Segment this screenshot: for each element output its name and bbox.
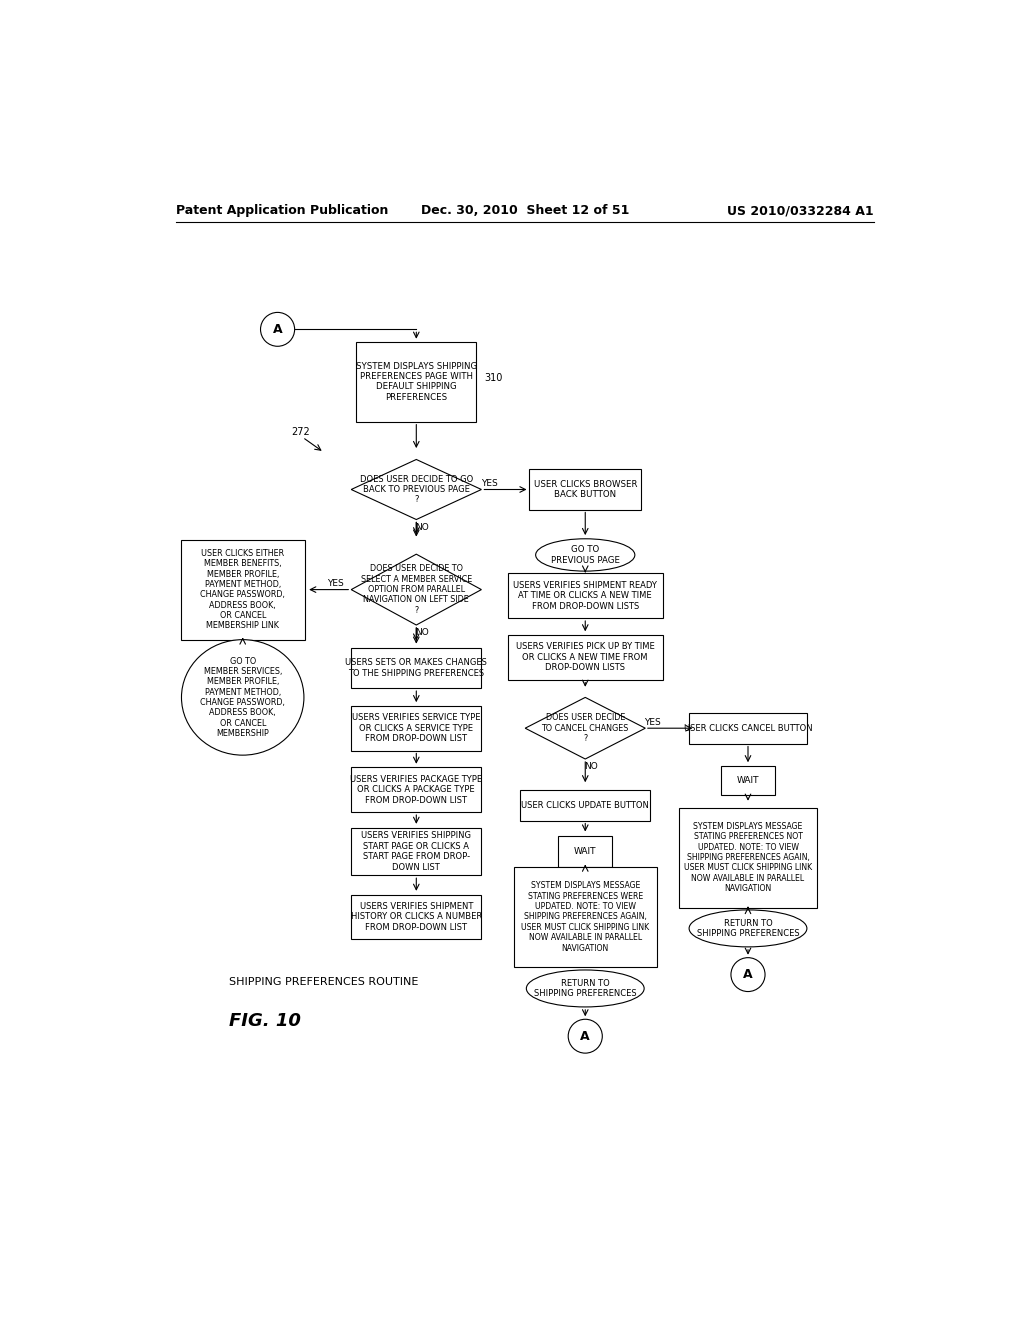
Text: GO TO
MEMBER SERVICES,
MEMBER PROFILE,
PAYMENT METHOD,
CHANGE PASSWORD,
ADDRESS : GO TO MEMBER SERVICES, MEMBER PROFILE, P… xyxy=(201,656,285,738)
Text: YES: YES xyxy=(481,479,498,488)
Text: DOES USER DECIDE TO
SELECT A MEMBER SERVICE
OPTION FROM PARALLEL
NAVIGATION ON L: DOES USER DECIDE TO SELECT A MEMBER SERV… xyxy=(360,565,472,615)
Text: A: A xyxy=(743,968,753,981)
FancyBboxPatch shape xyxy=(689,713,807,743)
Text: RETURN TO
SHIPPING PREFERENCES: RETURN TO SHIPPING PREFERENCES xyxy=(534,978,637,998)
Ellipse shape xyxy=(526,970,644,1007)
Text: USER CLICKS CANCEL BUTTON: USER CLICKS CANCEL BUTTON xyxy=(684,723,812,733)
FancyBboxPatch shape xyxy=(508,635,663,680)
Text: WAIT: WAIT xyxy=(736,776,759,785)
Text: A: A xyxy=(272,323,283,335)
FancyBboxPatch shape xyxy=(721,766,775,795)
Text: USER CLICKS EITHER
MEMBER BENEFITS,
MEMBER PROFILE,
PAYMENT METHOD,
CHANGE PASSW: USER CLICKS EITHER MEMBER BENEFITS, MEMB… xyxy=(201,549,285,631)
Text: 310: 310 xyxy=(484,372,503,383)
FancyBboxPatch shape xyxy=(351,767,481,812)
FancyBboxPatch shape xyxy=(351,828,481,875)
Text: USER CLICKS BROWSER
BACK BUTTON: USER CLICKS BROWSER BACK BUTTON xyxy=(534,479,637,499)
Text: USERS VERIFIES PICK UP BY TIME
OR CLICKS A NEW TIME FROM
DROP-DOWN LISTS: USERS VERIFIES PICK UP BY TIME OR CLICKS… xyxy=(516,643,654,672)
Text: USERS VERIFIES PACKAGE TYPE
OR CLICKS A PACKAGE TYPE
FROM DROP-DOWN LIST: USERS VERIFIES PACKAGE TYPE OR CLICKS A … xyxy=(350,775,482,805)
FancyBboxPatch shape xyxy=(356,342,476,422)
Text: SYSTEM DISPLAYS MESSAGE
STATING PREFERENCES NOT
UPDATED. NOTE: TO VIEW
SHIPPING : SYSTEM DISPLAYS MESSAGE STATING PREFEREN… xyxy=(684,822,812,894)
Text: USERS VERIFIES SHIPPING
START PAGE OR CLICKS A
START PAGE FROM DROP-
DOWN LIST: USERS VERIFIES SHIPPING START PAGE OR CL… xyxy=(361,832,471,871)
FancyBboxPatch shape xyxy=(351,648,481,688)
Text: DOES USER DECIDE TO GO
BACK TO PREVIOUS PAGE
?: DOES USER DECIDE TO GO BACK TO PREVIOUS … xyxy=(359,475,473,504)
Text: NO: NO xyxy=(416,628,429,638)
Text: Patent Application Publication: Patent Application Publication xyxy=(176,205,388,218)
FancyBboxPatch shape xyxy=(351,895,481,940)
Text: USER CLICKS UPDATE BUTTON: USER CLICKS UPDATE BUTTON xyxy=(521,801,649,809)
Text: SYSTEM DISPLAYS SHIPPING
PREFERENCES PAGE WITH
DEFAULT SHIPPING
PREFERENCES: SYSTEM DISPLAYS SHIPPING PREFERENCES PAG… xyxy=(355,362,477,401)
Text: USERS VERIFIES SHIPMENT
HISTORY OR CLICKS A NUMBER
FROM DROP-DOWN LIST: USERS VERIFIES SHIPMENT HISTORY OR CLICK… xyxy=(350,902,482,932)
Ellipse shape xyxy=(536,539,635,572)
FancyBboxPatch shape xyxy=(508,573,663,618)
Text: USERS SETS OR MAKES CHANGES
TO THE SHIPPING PREFERENCES: USERS SETS OR MAKES CHANGES TO THE SHIPP… xyxy=(345,659,487,678)
FancyBboxPatch shape xyxy=(514,867,657,966)
Polygon shape xyxy=(351,459,481,520)
FancyBboxPatch shape xyxy=(351,706,481,751)
Text: DOES USER DECIDE
TO CANCEL CHANGES
?: DOES USER DECIDE TO CANCEL CHANGES ? xyxy=(542,713,629,743)
Text: GO TO
PREVIOUS PAGE: GO TO PREVIOUS PAGE xyxy=(551,545,620,565)
Circle shape xyxy=(260,313,295,346)
Text: USERS VERIFIES SERVICE TYPE
OR CLICKS A SERVICE TYPE
FROM DROP-DOWN LIST: USERS VERIFIES SERVICE TYPE OR CLICKS A … xyxy=(352,713,480,743)
Polygon shape xyxy=(351,554,481,626)
Text: 272: 272 xyxy=(291,426,309,437)
Circle shape xyxy=(568,1019,602,1053)
Text: YES: YES xyxy=(327,579,343,587)
Text: SHIPPING PREFERENCES ROUTINE: SHIPPING PREFERENCES ROUTINE xyxy=(228,977,418,987)
FancyBboxPatch shape xyxy=(558,836,612,867)
Text: FIG. 10: FIG. 10 xyxy=(228,1012,301,1030)
FancyBboxPatch shape xyxy=(520,789,650,821)
Text: NO: NO xyxy=(416,524,429,532)
Text: NO: NO xyxy=(585,762,598,771)
Text: SYSTEM DISPLAYS MESSAGE
STATING PREFERENCES WERE
UPDATED. NOTE: TO VIEW
SHIPPING: SYSTEM DISPLAYS MESSAGE STATING PREFEREN… xyxy=(521,882,649,953)
Ellipse shape xyxy=(689,909,807,946)
Circle shape xyxy=(731,958,765,991)
Text: A: A xyxy=(581,1030,590,1043)
Ellipse shape xyxy=(181,640,304,755)
Text: RETURN TO
SHIPPING PREFERENCES: RETURN TO SHIPPING PREFERENCES xyxy=(696,919,800,939)
Text: USERS VERIFIES SHIPMENT READY
AT TIME OR CLICKS A NEW TIME
FROM DROP-DOWN LISTS: USERS VERIFIES SHIPMENT READY AT TIME OR… xyxy=(513,581,657,611)
FancyBboxPatch shape xyxy=(180,540,305,640)
Text: Dec. 30, 2010  Sheet 12 of 51: Dec. 30, 2010 Sheet 12 of 51 xyxy=(421,205,629,218)
FancyBboxPatch shape xyxy=(679,808,817,908)
Text: US 2010/0332284 A1: US 2010/0332284 A1 xyxy=(727,205,873,218)
FancyBboxPatch shape xyxy=(529,470,641,510)
Polygon shape xyxy=(525,697,645,759)
Text: YES: YES xyxy=(644,718,662,726)
Text: WAIT: WAIT xyxy=(574,847,597,855)
